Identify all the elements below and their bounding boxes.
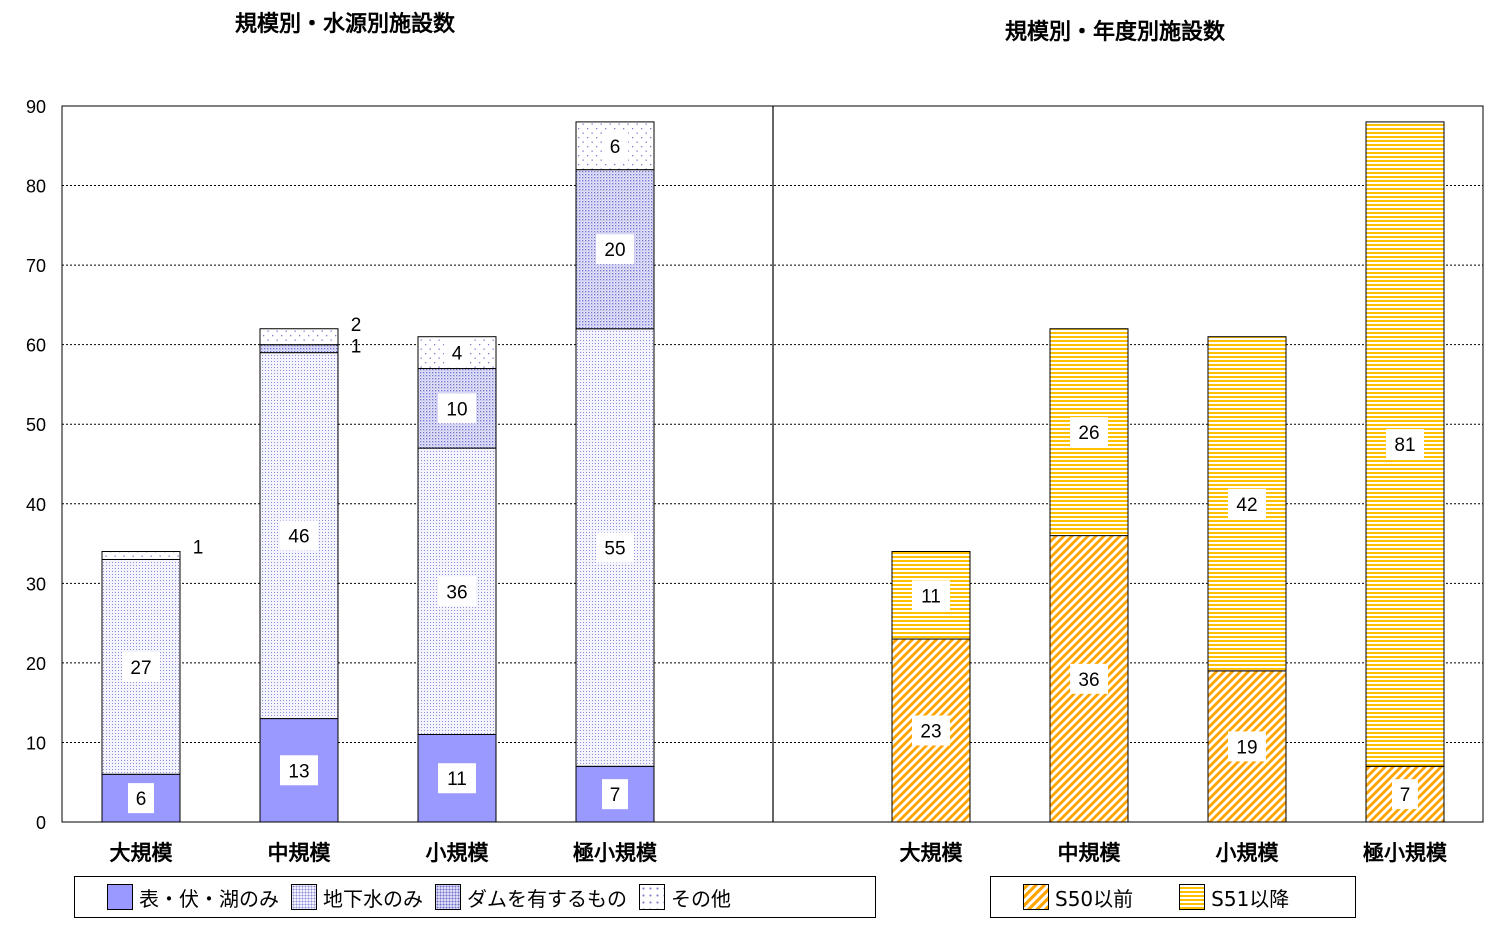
data-label-box [1070, 663, 1108, 694]
data-label: 19 [1236, 737, 1257, 758]
legend-label-other: その他 [671, 886, 731, 911]
legend-item-other: その他 [639, 883, 731, 912]
legend-label-dam: ダムを有するもの [467, 886, 627, 911]
left-legend: 表・伏・湖のみ 地下水のみ ダムを有するもの その他 [74, 876, 876, 918]
data-label-box [1392, 779, 1418, 810]
data-label: 6 [610, 137, 621, 158]
data-label-box [596, 234, 634, 265]
legend-swatch-dam [435, 884, 461, 910]
bar-segment [259, 344, 339, 354]
y-tick-label: 50 [26, 415, 46, 435]
data-label: 23 [920, 722, 941, 743]
data-label-box [1228, 731, 1266, 762]
data-label: 2 [351, 315, 362, 336]
data-label: 20 [604, 240, 625, 261]
x-category-label: 小規模 [1216, 841, 1280, 865]
legend-label-surface: 表・伏・湖のみ [139, 886, 279, 911]
x-category-label: 極小規模 [1363, 841, 1448, 865]
legend-item-s50: S50以前 [1023, 883, 1133, 912]
right-legend: S50以前 S51以降 [990, 876, 1356, 918]
legend-item-dam: ダムを有するもの [435, 883, 627, 912]
legend-swatch-other [639, 884, 665, 910]
data-label: 13 [288, 761, 309, 782]
data-label-box [1070, 417, 1108, 448]
data-label: 1 [351, 337, 362, 358]
data-label: 10 [446, 399, 467, 420]
y-tick-label: 40 [26, 495, 46, 515]
left-chart-title: 規模別・水源別施設数 [235, 12, 456, 37]
data-label: 46 [288, 527, 309, 548]
x-category-label: 中規模 [1058, 841, 1122, 865]
y-tick-label: 70 [26, 256, 46, 276]
data-label: 36 [446, 582, 467, 603]
y-tick-label: 10 [26, 733, 46, 753]
data-label-box [912, 715, 950, 746]
data-label: 1 [193, 538, 204, 559]
x-category-label: 大規模 [110, 841, 174, 865]
y-tick-label: 30 [26, 574, 46, 594]
data-label-box [128, 783, 154, 814]
data-label: 11 [447, 769, 467, 790]
legend-item-surface: 表・伏・湖のみ [107, 883, 279, 912]
data-label-box [912, 580, 950, 611]
legend-swatch-s50 [1023, 884, 1049, 910]
data-label: 4 [452, 344, 463, 365]
legend-label-groundwater: 地下水のみ [323, 886, 423, 911]
legend-swatch-surface [107, 884, 133, 910]
data-label: 81 [1394, 435, 1415, 456]
x-category-label: 極小規模 [573, 841, 658, 865]
data-label-box [280, 520, 318, 551]
data-label: 36 [1078, 670, 1099, 691]
data-label-box [444, 337, 470, 368]
data-label-box [602, 130, 628, 161]
data-label-box [602, 779, 628, 810]
x-category-label: 小規模 [426, 841, 490, 865]
data-label: 55 [604, 539, 625, 560]
legend-label-s50: S50以前 [1055, 886, 1134, 911]
data-label: 42 [1236, 495, 1257, 516]
y-tick-label: 20 [26, 654, 46, 674]
legend-swatch-groundwater [291, 884, 317, 910]
data-label-box [1228, 488, 1266, 519]
data-label-box [122, 651, 160, 682]
legend-swatch-s51 [1179, 884, 1206, 910]
data-label-box [438, 393, 476, 424]
x-category-label: 中規模 [268, 841, 332, 865]
data-label-box [280, 755, 318, 786]
legend-label-s51: S51以降 [1211, 886, 1290, 911]
data-label: 6 [136, 789, 147, 810]
data-label: 7 [610, 785, 621, 806]
y-tick-label: 0 [36, 813, 46, 833]
legend-item-s51: S51以降 [1179, 883, 1289, 912]
data-label-box [596, 532, 634, 563]
data-label-box [438, 763, 476, 794]
data-label-box [438, 576, 476, 607]
bar-segment [101, 551, 181, 560]
y-tick-label: 90 [26, 97, 46, 117]
x-category-label: 大規模 [900, 841, 964, 865]
right-chart-title: 規模別・年度別施設数 [1005, 20, 1226, 45]
y-tick-label: 60 [26, 336, 46, 356]
legend-item-groundwater: 地下水のみ [291, 883, 423, 912]
y-tick-label: 80 [26, 177, 46, 197]
data-label-box [1386, 429, 1424, 460]
data-label: 27 [130, 658, 151, 679]
bar-segment [259, 328, 339, 346]
data-label: 11 [921, 586, 941, 607]
data-label: 7 [1400, 785, 1411, 806]
data-label: 26 [1078, 423, 1099, 444]
